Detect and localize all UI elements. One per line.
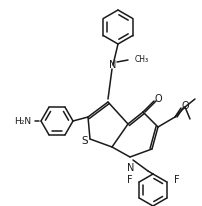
Text: O: O [180,101,188,110]
Text: O: O [154,94,161,103]
Text: H₂N: H₂N [14,117,31,126]
Text: N: N [127,162,134,172]
Text: F: F [126,174,132,184]
Text: S: S [81,135,88,145]
Text: N: N [109,60,116,70]
Text: CH₃: CH₃ [134,55,148,64]
Text: F: F [173,174,179,184]
